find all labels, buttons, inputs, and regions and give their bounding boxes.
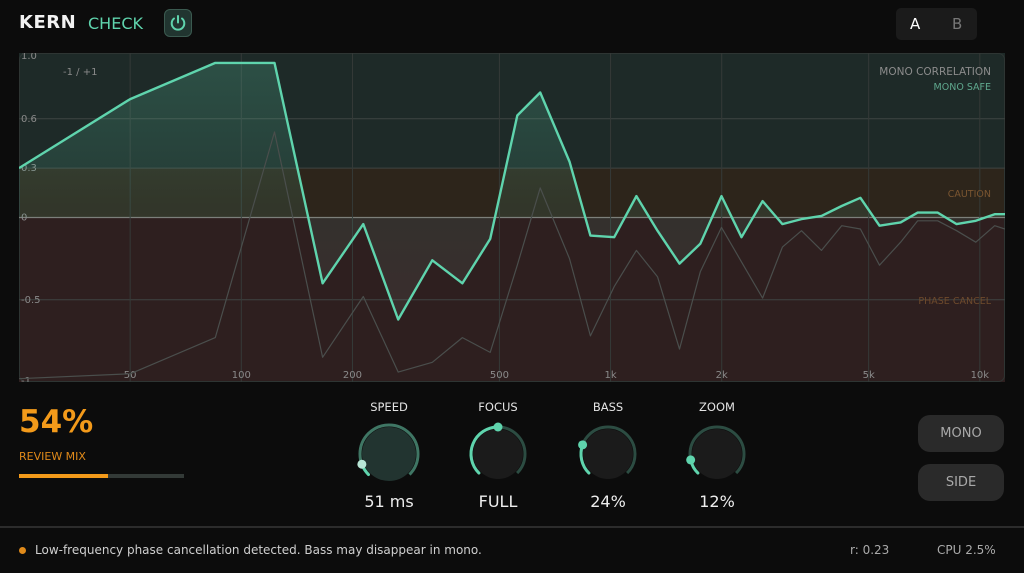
power-button[interactable] [164, 9, 192, 37]
x-tick-label: 10k [971, 370, 990, 381]
x-tick-label: 500 [490, 370, 509, 381]
chart-title: MONO CORRELATION [879, 66, 991, 78]
knob-indicator [578, 440, 588, 450]
knob-dial[interactable] [576, 422, 640, 486]
y-tick-label: -1 [21, 376, 31, 382]
status-message: Low-frequency phase cancellation detecte… [35, 543, 482, 557]
knob-bass[interactable]: BASS 24% [568, 400, 648, 511]
correlation-readout: r: 0.23 [850, 543, 890, 557]
knob-value: 51 ms [364, 492, 414, 511]
y-tick-label: 0 [21, 213, 27, 224]
y-tick-label: 1.0 [21, 53, 37, 62]
knob-zoom[interactable]: ZOOM 12% [677, 400, 757, 511]
knob-focus[interactable]: FOCUS FULL [458, 400, 538, 511]
ab-compare-switch: A B [896, 8, 977, 40]
x-tick-label: 1k [604, 370, 616, 381]
knob-face [362, 427, 416, 481]
mono-button[interactable]: MONO [918, 415, 1004, 452]
x-tick-label: 50 [124, 370, 137, 381]
zone-label-phase-cancel: PHASE CANCEL [918, 296, 991, 307]
y-tick-label: 0.6 [21, 114, 37, 125]
knob-dial[interactable] [466, 422, 530, 486]
zone-label-mono-safe: MONO SAFE [934, 82, 991, 93]
review-mix-value: 54% [19, 404, 94, 440]
x-tick-label: 2k [716, 370, 728, 381]
knob-indicator [686, 455, 696, 465]
knob-value: 12% [699, 492, 735, 511]
product-name: CHECK [88, 14, 143, 33]
knob-face [473, 429, 523, 479]
warning-dot-icon [19, 547, 26, 554]
knob-dial[interactable] [357, 422, 421, 486]
knob-face [583, 429, 633, 479]
knob-label: BASS [592, 400, 624, 414]
review-mix-fill [19, 474, 109, 478]
knob-value-arc [469, 425, 500, 475]
x-tick-label: 100 [232, 370, 251, 381]
review-mix-label: REVIEW MIX [19, 450, 86, 463]
cpu-readout: CPU 2.5% [937, 543, 996, 557]
knob-label: FOCUS [478, 400, 518, 414]
knob-dial[interactable] [685, 422, 749, 486]
knob-track [358, 423, 420, 476]
power-icon [170, 15, 186, 31]
zone-label-caution: CAUTION [948, 189, 991, 200]
knob-value: 24% [590, 492, 626, 511]
knob-label: SPEED [370, 400, 408, 414]
knob-speed[interactable]: SPEED 51 ms [349, 400, 429, 511]
slot-a-button[interactable]: A [910, 15, 921, 33]
status-divider [0, 526, 1024, 528]
x-tick-label: 200 [343, 370, 362, 381]
knob-label: ZOOM [699, 400, 735, 414]
range-label: -1 / +1 [63, 67, 97, 78]
knob-indicator [357, 459, 367, 469]
knob-face [692, 429, 742, 479]
x-tick-label: 5k [863, 370, 875, 381]
knob-value: FULL [478, 492, 518, 511]
side-button[interactable]: SIDE [918, 464, 1004, 501]
slot-b-button[interactable]: B [952, 15, 963, 33]
review-mix-slider[interactable] [19, 474, 184, 478]
brand-name: KERN [19, 12, 77, 33]
y-tick-label: -0.5 [21, 295, 41, 306]
correlation-area-fill [19, 62, 1005, 320]
knob-indicator [493, 422, 503, 432]
